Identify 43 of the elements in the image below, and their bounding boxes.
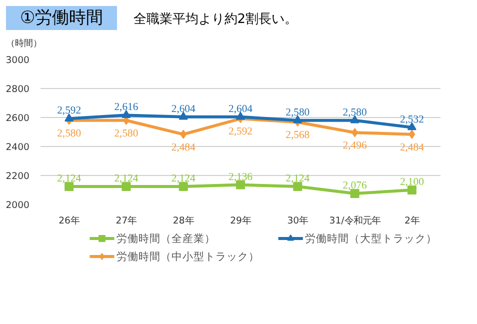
data-label: 2,124 xyxy=(114,174,139,185)
point xyxy=(180,130,187,140)
data-label: 2,484 xyxy=(400,142,425,154)
y-tick-label: 2200 xyxy=(6,171,30,182)
data-label: 2,604 xyxy=(228,104,254,116)
data-label: 2,100 xyxy=(400,177,424,188)
y-tick-label: 2000 xyxy=(6,200,30,212)
data-label: 2,604 xyxy=(171,104,196,116)
data-label: 2,136 xyxy=(228,172,254,184)
x-tick-label: 30年 xyxy=(287,216,308,227)
data-label: 2,124 xyxy=(57,174,82,185)
x-tick-label: 26年 xyxy=(58,216,80,227)
legend-label: 労働時間（全産業） xyxy=(116,232,216,246)
y-tick-label: 2600 xyxy=(6,113,30,124)
y-tick-label: 2800 xyxy=(6,84,30,96)
data-label: 2,616 xyxy=(114,102,139,114)
data-label: 2,592 xyxy=(57,106,82,118)
x-tick-label: 31/令和元年 xyxy=(329,216,380,227)
data-label: 2,532 xyxy=(400,114,424,126)
legend-label: 労働時間（大型トラック） xyxy=(304,232,437,246)
data-label: 2,484 xyxy=(171,142,196,154)
x-tick-label: 2年 xyxy=(404,216,420,227)
data-label: 2,568 xyxy=(286,130,310,142)
data-label: 2,124 xyxy=(171,174,196,185)
data-label: 2,076 xyxy=(342,180,368,192)
data-label: 2,592 xyxy=(228,127,252,138)
data-label: 2,124 xyxy=(286,174,310,185)
x-tick-label: 27年 xyxy=(116,216,137,227)
y-axis-title: （時間） xyxy=(6,38,43,52)
x-tick-label: 28年 xyxy=(172,216,194,227)
point xyxy=(352,128,358,138)
chart-title: ①労働時間 xyxy=(6,6,118,30)
chart-subtitle: 全職業平均より約2割長い。 xyxy=(133,12,298,27)
y-tick-label: 2400 xyxy=(6,142,30,154)
data-label: 2,580 xyxy=(57,128,82,140)
x-tick-label: 29年 xyxy=(230,216,251,227)
data-label: 2,580 xyxy=(286,108,310,119)
legend-label: 労働時間（中小型トラック） xyxy=(116,250,260,264)
data-label: 2,496 xyxy=(342,141,368,152)
data-label: 2,580 xyxy=(342,108,367,119)
y-tick-label: 3000 xyxy=(6,55,30,66)
data-label: 2,580 xyxy=(114,128,138,140)
point xyxy=(408,130,416,140)
